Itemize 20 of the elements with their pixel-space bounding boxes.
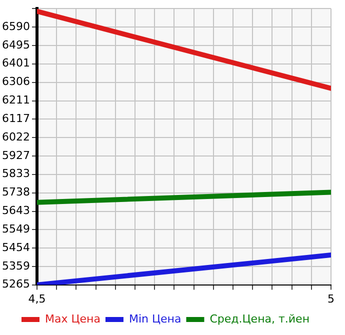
x-tick-label: 5 <box>328 292 334 306</box>
y-tick-label: 6495 <box>2 38 30 52</box>
legend-label: Сред.Цена, т.йен <box>210 312 310 326</box>
x-tick-label: 4,5 <box>28 292 46 306</box>
y-tick-label: 5454 <box>2 240 30 254</box>
y-tick-label: 5359 <box>2 259 30 272</box>
y-tick-label: 6590 <box>2 20 30 33</box>
y-tick-label: 5643 <box>2 204 30 218</box>
y-tick-label: 6117 <box>2 112 30 125</box>
y-tick-label: 5927 <box>2 148 30 162</box>
y-tick-label: 5265 <box>2 278 30 291</box>
y-tick-label: 5549 <box>2 222 30 236</box>
y-tick-label: 6022 <box>2 130 30 144</box>
y-tick-label: 6401 <box>2 56 30 70</box>
y-tick-label: 6306 <box>2 75 30 88</box>
legend-label: Min Цена <box>128 312 182 326</box>
y-tick-label: 6211 <box>2 94 30 107</box>
y-tick-label: 5833 <box>2 167 30 180</box>
y-tick-label: 5738 <box>2 186 30 199</box>
legend-label: Max Цена <box>44 312 100 326</box>
